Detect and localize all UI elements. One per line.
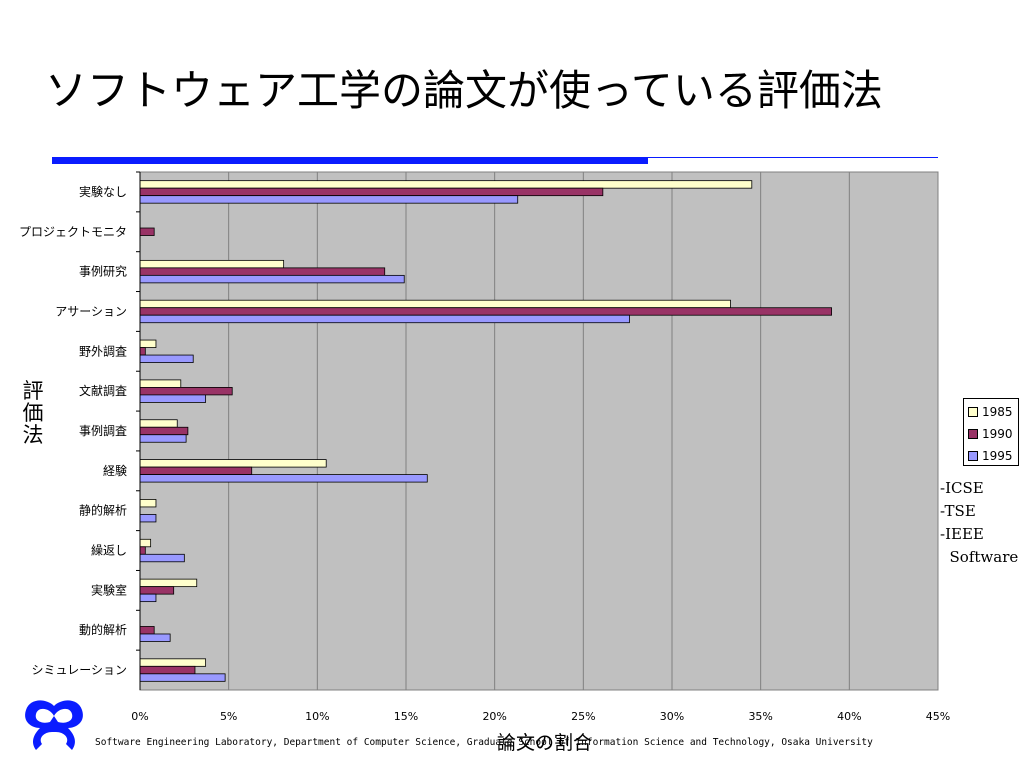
slide-title: ソフトウェア工学の論文が使っている評価法 — [45, 66, 883, 115]
x-tick-label: 30% — [660, 710, 684, 723]
bar — [139, 387, 233, 396]
y-tick-label: 事例研究 — [79, 264, 127, 279]
title-underline-thin — [648, 157, 938, 158]
bars — [139, 180, 832, 682]
x-tick-label: 35% — [748, 710, 772, 723]
x-axis-title: 論文の割合 — [497, 732, 593, 754]
x-tick-label: 40% — [837, 710, 861, 723]
university-logo-icon — [25, 700, 83, 750]
footer-text: Software Engineering Laboratory, Departm… — [95, 737, 873, 748]
bar — [139, 578, 198, 588]
note-line: -TSE — [940, 502, 976, 520]
y-tick-label: 動的解析 — [79, 622, 127, 637]
bar — [139, 227, 155, 236]
x-tick-label: 45% — [926, 710, 950, 723]
y-tick-label: 繰返し — [91, 544, 127, 558]
x-tick-label: 10% — [305, 710, 329, 723]
bar — [139, 267, 386, 276]
axes: 0% 5% 10% 15% 20% 25% 30% 35% 40% 45% 実験なしプロジェクトモニ… — [19, 171, 950, 723]
bar — [139, 538, 152, 548]
note-line: -ICSE — [940, 479, 984, 497]
y-tick-label: シミュレーション — [31, 663, 127, 677]
bar — [139, 347, 146, 356]
grid-lines — [228, 172, 850, 690]
title-underline-thick — [52, 157, 648, 164]
bar — [139, 354, 194, 363]
bar — [139, 593, 157, 603]
x-tick-label: 15% — [394, 710, 418, 723]
bar — [139, 180, 753, 189]
legend-item: 1985 — [968, 401, 1018, 423]
legend-label: 1995 — [982, 449, 1013, 463]
bar — [139, 626, 155, 635]
bar — [139, 434, 187, 443]
bar — [139, 274, 405, 284]
y-tick-label: 野外調査 — [79, 344, 127, 358]
bar — [139, 553, 185, 563]
bar — [139, 665, 196, 675]
venue-note: -ICSE -TSE -IEEE Software — [940, 477, 1018, 569]
legend-swatch-1995 — [968, 451, 978, 461]
legend-label: 1990 — [982, 427, 1013, 441]
legend-swatch-1990 — [968, 429, 978, 439]
x-tick-label: 25% — [571, 710, 595, 723]
bar — [139, 195, 519, 204]
bar — [139, 514, 157, 523]
bar — [139, 307, 832, 316]
y-tick-label: 静的解析 — [79, 503, 127, 518]
bar — [139, 466, 253, 475]
legend-item: 1990 — [968, 423, 1018, 445]
legend-label: 1985 — [982, 405, 1013, 419]
bar — [139, 339, 157, 348]
bar — [139, 586, 175, 595]
legend: 1985 1990 1995 — [963, 398, 1019, 466]
plot-area — [139, 171, 939, 691]
x-tick-label: 0% — [131, 710, 148, 723]
bar — [139, 259, 285, 269]
y-tick-label: 経験 — [103, 463, 127, 478]
bar — [139, 187, 604, 197]
bar — [139, 673, 226, 682]
bar — [139, 459, 327, 468]
note-line: Software — [940, 548, 1019, 566]
bar — [139, 419, 178, 428]
bar — [139, 394, 207, 403]
y-tick-label: 文献調査 — [79, 383, 127, 398]
x-tick-label: 5% — [220, 710, 237, 723]
y-tick-label: 実験室 — [91, 582, 127, 597]
bar — [139, 633, 171, 642]
note-line: -IEEE — [940, 525, 984, 543]
y-tick-label: 事例調査 — [79, 424, 127, 438]
bar — [139, 499, 157, 508]
legend-swatch-1985 — [968, 407, 978, 417]
bar — [139, 314, 630, 324]
x-tick-label: 20% — [482, 710, 506, 723]
bar — [139, 474, 428, 483]
bar — [139, 379, 182, 388]
bar — [139, 658, 207, 667]
y-tick-label: プロジェクトモニタ — [19, 225, 127, 239]
y-tick-label: アサーション — [55, 304, 127, 318]
y-axis-title: 評価法 — [22, 379, 44, 447]
bar — [139, 546, 146, 555]
legend-item: 1995 — [968, 445, 1018, 467]
y-tick-label: 実験なし — [79, 184, 127, 199]
bar — [139, 299, 731, 309]
bar — [139, 426, 189, 436]
